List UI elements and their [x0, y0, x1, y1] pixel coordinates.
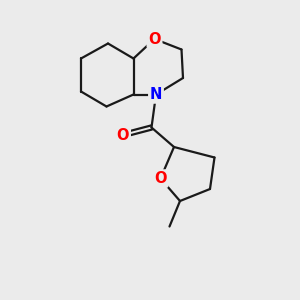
Text: O: O — [117, 128, 129, 142]
Text: N: N — [150, 87, 162, 102]
Text: O: O — [148, 32, 161, 46]
Text: O: O — [154, 171, 167, 186]
